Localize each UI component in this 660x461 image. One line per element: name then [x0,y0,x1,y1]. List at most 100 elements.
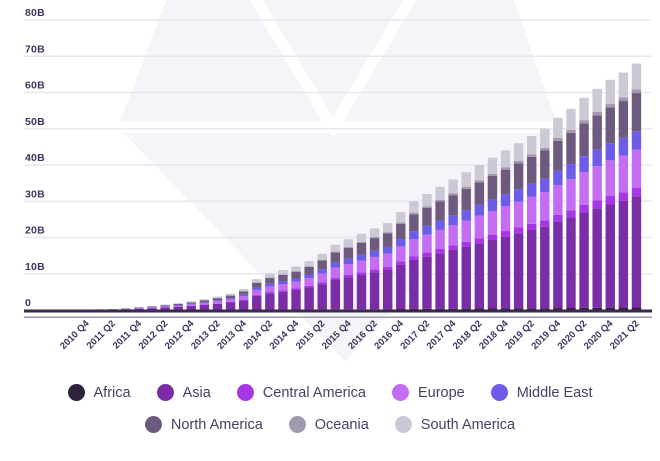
bar-segment-middle-east[interactable] [330,262,341,268]
bar-segment-south-america[interactable] [330,244,341,252]
bar-segment-central-america[interactable] [304,285,314,288]
bar-segment-oceania[interactable] [527,154,537,157]
bar-segment-north-america[interactable] [225,295,236,299]
bar-segment-asia[interactable] [592,208,602,308]
legend-item-oceania[interactable]: Oceania [288,416,369,433]
bar-segment-south-america[interactable] [173,303,183,304]
bar-segment-north-america[interactable] [605,107,615,144]
bar-segment-central-america[interactable] [343,274,354,278]
bar-segment-asia[interactable] [265,293,275,310]
bar-segment-asia[interactable] [382,269,393,310]
bar-segment-north-america[interactable] [369,238,380,251]
legend-item-central-america[interactable]: Central America [236,384,366,401]
bar-segment-asia[interactable] [540,226,550,309]
bar-segment-north-america[interactable] [461,188,471,211]
bar-segment-oceania[interactable] [540,147,550,151]
bar-segment-middle-east[interactable] [566,164,576,180]
bar-segment-north-america[interactable] [540,150,550,179]
bar-segment-north-america[interactable] [278,274,288,282]
bar-segment-south-america[interactable] [265,273,275,278]
bar-segment-central-america[interactable] [540,220,550,227]
bar-segment-africa[interactable] [500,308,511,310]
bar-segment-oceania[interactable] [330,251,341,253]
bar-segment-central-america[interactable] [592,200,602,209]
bar-segment-central-america[interactable] [291,288,301,290]
bar-segment-oceania[interactable] [382,232,393,234]
bar-segment-europe[interactable] [527,196,537,224]
bar-segment-asia[interactable] [409,259,419,309]
bar-segment-north-america[interactable] [396,223,406,239]
bar-segment-north-america[interactable] [527,156,537,184]
bar-segment-africa[interactable] [592,307,602,310]
bar-segment-north-america[interactable] [579,123,589,157]
bar-segment-oceania[interactable] [631,89,642,94]
bar-segment-asia[interactable] [461,246,471,309]
bar-segment-north-america[interactable] [291,271,301,279]
bar-segment-asia[interactable] [238,300,249,310]
bar-segment-africa[interactable] [618,307,629,310]
bar-segment-south-america[interactable] [513,143,524,161]
bar-segment-europe[interactable] [474,215,485,239]
bar-segment-europe[interactable] [396,246,406,262]
bar-segment-central-america[interactable] [579,204,589,213]
bar-segment-oceania[interactable] [317,259,327,261]
bar-segment-asia[interactable] [173,306,183,310]
bar-segment-south-america[interactable] [448,179,458,194]
bar-segment-asia[interactable] [343,277,354,310]
legend-item-middle-east[interactable]: Middle East [490,384,592,401]
bar-segment-middle-east[interactable] [304,274,314,279]
bar-segment-middle-east[interactable] [605,143,615,161]
bar-segment-central-america[interactable] [409,256,419,260]
bar-segment-asia[interactable] [199,304,210,310]
bar-segment-europe[interactable] [500,206,511,232]
bar-segment-north-america[interactable] [409,214,419,232]
bar-segment-south-america[interactable] [579,97,589,121]
bar-segment-middle-east[interactable] [553,170,563,186]
bar-segment-asia[interactable] [527,229,537,309]
bar-segment-south-america[interactable] [487,157,498,174]
bar-segment-europe[interactable] [382,253,393,267]
bar-segment-north-america[interactable] [513,163,524,190]
bar-segment-central-america[interactable] [238,299,249,301]
bar-segment-asia[interactable] [448,249,458,309]
bar-segment-asia[interactable] [160,307,170,310]
bar-segment-oceania[interactable] [474,180,485,183]
bar-segment-middle-east[interactable] [435,220,445,230]
bar-segment-europe[interactable] [579,172,589,205]
bar-segment-europe[interactable] [225,299,236,302]
bar-segment-oceania[interactable] [448,193,458,196]
bar-segment-europe[interactable] [186,304,196,306]
bar-segment-europe[interactable] [513,201,524,228]
bar-segment-oceania[interactable] [356,241,367,243]
bar-segment-south-america[interactable] [592,88,602,113]
bar-segment-middle-east[interactable] [186,303,196,305]
bar-segment-africa[interactable] [513,308,524,310]
bar-segment-europe[interactable] [343,264,354,275]
bar-segment-south-america[interactable] [186,301,196,303]
bar-segment-asia[interactable] [212,303,223,310]
bar-segment-middle-east[interactable] [317,269,327,274]
bar-segment-middle-east[interactable] [631,131,642,150]
bar-segment-oceania[interactable] [304,266,314,267]
bar-segment-south-america[interactable] [566,108,576,130]
bar-segment-central-america[interactable] [317,282,327,285]
bar-segment-europe[interactable] [422,234,432,253]
bar-segment-south-america[interactable] [435,186,445,200]
bar-segment-north-america[interactable] [186,302,196,304]
bar-segment-oceania[interactable] [396,222,406,224]
bar-segment-asia[interactable] [134,308,144,310]
bar-segment-south-america[interactable] [382,223,393,233]
legend-item-europe[interactable]: Europe [391,384,465,401]
bar-segment-europe[interactable] [330,267,341,278]
bar-segment-africa[interactable] [422,308,432,310]
bar-segment-oceania[interactable] [605,103,615,108]
bar-segment-south-america[interactable] [252,279,262,283]
bar-segment-europe[interactable] [291,281,301,289]
bar-segment-middle-east[interactable] [461,210,471,221]
bar-segment-south-america[interactable] [409,201,419,213]
bar-segment-north-america[interactable] [356,242,367,255]
bar-segment-south-america[interactable] [160,304,170,306]
bar-segment-africa[interactable] [461,308,471,310]
bar-segment-north-america[interactable] [487,176,498,200]
bar-segment-south-america[interactable] [238,288,249,292]
